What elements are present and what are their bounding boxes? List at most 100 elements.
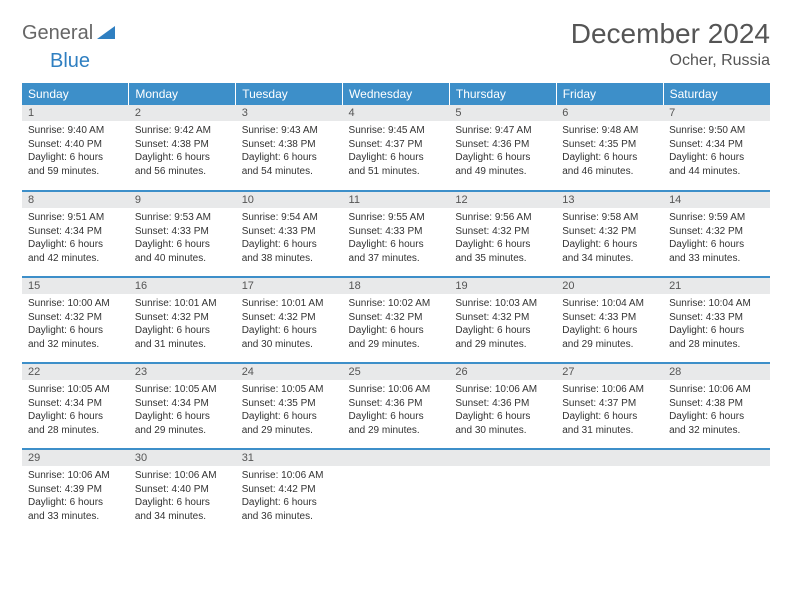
daylight-text-2: and 51 minutes.	[349, 165, 444, 179]
sunset-text: Sunset: 4:33 PM	[349, 225, 444, 239]
daylight-text-2: and 46 minutes.	[562, 165, 657, 179]
weekday-header-row: Sunday Monday Tuesday Wednesday Thursday…	[22, 83, 770, 105]
daylight-text-1: Daylight: 6 hours	[135, 238, 230, 252]
calendar-cell: 5Sunrise: 9:47 AMSunset: 4:36 PMDaylight…	[449, 105, 556, 191]
sunset-text: Sunset: 4:32 PM	[455, 311, 550, 325]
calendar-cell: 19Sunrise: 10:03 AMSunset: 4:32 PMDaylig…	[449, 277, 556, 363]
calendar-cell: 21Sunrise: 10:04 AMSunset: 4:33 PMDaylig…	[663, 277, 770, 363]
daylight-text-2: and 32 minutes.	[28, 338, 123, 352]
daylight-text-1: Daylight: 6 hours	[242, 496, 337, 510]
day-number: 10	[236, 192, 343, 208]
daylight-text-1: Daylight: 6 hours	[562, 410, 657, 424]
daylight-text-1: Daylight: 6 hours	[562, 151, 657, 165]
daylight-text-2: and 36 minutes.	[242, 510, 337, 524]
sunrise-text: Sunrise: 10:03 AM	[455, 297, 550, 311]
sunrise-text: Sunrise: 9:45 AM	[349, 124, 444, 138]
day-content: Sunrise: 9:59 AMSunset: 4:32 PMDaylight:…	[663, 208, 770, 269]
sunset-text: Sunset: 4:37 PM	[349, 138, 444, 152]
day-content: Sunrise: 10:01 AMSunset: 4:32 PMDaylight…	[129, 294, 236, 355]
daylight-text-2: and 56 minutes.	[135, 165, 230, 179]
logo-text-blue: Blue	[50, 50, 90, 72]
sunset-text: Sunset: 4:33 PM	[669, 311, 764, 325]
sunset-text: Sunset: 4:32 PM	[242, 311, 337, 325]
day-number: 9	[129, 192, 236, 208]
sunset-text: Sunset: 4:34 PM	[28, 225, 123, 239]
day-number: 16	[129, 278, 236, 294]
sunrise-text: Sunrise: 9:51 AM	[28, 211, 123, 225]
calendar-cell: 17Sunrise: 10:01 AMSunset: 4:32 PMDaylig…	[236, 277, 343, 363]
day-number: 27	[556, 364, 663, 380]
sunset-text: Sunset: 4:35 PM	[242, 397, 337, 411]
calendar-cell: 15Sunrise: 10:00 AMSunset: 4:32 PMDaylig…	[22, 277, 129, 363]
calendar-cell: 23Sunrise: 10:05 AMSunset: 4:34 PMDaylig…	[129, 363, 236, 449]
calendar-cell	[663, 449, 770, 535]
sunrise-text: Sunrise: 9:43 AM	[242, 124, 337, 138]
daylight-text-2: and 37 minutes.	[349, 252, 444, 266]
daylight-text-2: and 33 minutes.	[28, 510, 123, 524]
day-content: Sunrise: 10:05 AMSunset: 4:34 PMDaylight…	[129, 380, 236, 441]
sunrise-text: Sunrise: 9:53 AM	[135, 211, 230, 225]
weekday-header: Monday	[129, 83, 236, 105]
day-content: Sunrise: 9:42 AMSunset: 4:38 PMDaylight:…	[129, 121, 236, 182]
day-content: Sunrise: 9:43 AMSunset: 4:38 PMDaylight:…	[236, 121, 343, 182]
calendar-cell: 16Sunrise: 10:01 AMSunset: 4:32 PMDaylig…	[129, 277, 236, 363]
daylight-text-2: and 30 minutes.	[455, 424, 550, 438]
calendar-cell: 8Sunrise: 9:51 AMSunset: 4:34 PMDaylight…	[22, 191, 129, 277]
day-content: Sunrise: 10:06 AMSunset: 4:36 PMDaylight…	[343, 380, 450, 441]
calendar-cell: 3Sunrise: 9:43 AMSunset: 4:38 PMDaylight…	[236, 105, 343, 191]
day-content: Sunrise: 10:02 AMSunset: 4:32 PMDaylight…	[343, 294, 450, 355]
day-content: Sunrise: 9:56 AMSunset: 4:32 PMDaylight:…	[449, 208, 556, 269]
day-number: 15	[22, 278, 129, 294]
day-number: 1	[22, 105, 129, 121]
daylight-text-1: Daylight: 6 hours	[135, 496, 230, 510]
calendar-cell: 25Sunrise: 10:06 AMSunset: 4:36 PMDaylig…	[343, 363, 450, 449]
sunset-text: Sunset: 4:37 PM	[562, 397, 657, 411]
day-content: Sunrise: 10:06 AMSunset: 4:36 PMDaylight…	[449, 380, 556, 441]
location-label: Ocher, Russia	[571, 52, 770, 70]
calendar-row: 1Sunrise: 9:40 AMSunset: 4:40 PMDaylight…	[22, 105, 770, 191]
day-number: 3	[236, 105, 343, 121]
sunset-text: Sunset: 4:39 PM	[28, 483, 123, 497]
daylight-text-1: Daylight: 6 hours	[349, 324, 444, 338]
sunrise-text: Sunrise: 9:56 AM	[455, 211, 550, 225]
day-content	[449, 466, 556, 473]
day-number: 21	[663, 278, 770, 294]
daylight-text-2: and 28 minutes.	[669, 338, 764, 352]
sunset-text: Sunset: 4:38 PM	[135, 138, 230, 152]
sunrise-text: Sunrise: 10:00 AM	[28, 297, 123, 311]
calendar-cell: 12Sunrise: 9:56 AMSunset: 4:32 PMDayligh…	[449, 191, 556, 277]
daylight-text-1: Daylight: 6 hours	[455, 151, 550, 165]
calendar-row: 15Sunrise: 10:00 AMSunset: 4:32 PMDaylig…	[22, 277, 770, 363]
page-title: December 2024	[571, 18, 770, 50]
calendar-cell: 31Sunrise: 10:06 AMSunset: 4:42 PMDaylig…	[236, 449, 343, 535]
day-number: 28	[663, 364, 770, 380]
day-number: 12	[449, 192, 556, 208]
day-content: Sunrise: 10:04 AMSunset: 4:33 PMDaylight…	[663, 294, 770, 355]
daylight-text-1: Daylight: 6 hours	[455, 238, 550, 252]
daylight-text-2: and 59 minutes.	[28, 165, 123, 179]
day-content: Sunrise: 9:53 AMSunset: 4:33 PMDaylight:…	[129, 208, 236, 269]
daylight-text-2: and 29 minutes.	[349, 338, 444, 352]
day-number: 14	[663, 192, 770, 208]
calendar-cell: 26Sunrise: 10:06 AMSunset: 4:36 PMDaylig…	[449, 363, 556, 449]
sunrise-text: Sunrise: 10:05 AM	[28, 383, 123, 397]
day-number: 20	[556, 278, 663, 294]
daylight-text-2: and 34 minutes.	[135, 510, 230, 524]
calendar-cell: 10Sunrise: 9:54 AMSunset: 4:33 PMDayligh…	[236, 191, 343, 277]
day-number: 17	[236, 278, 343, 294]
day-number: 24	[236, 364, 343, 380]
sunset-text: Sunset: 4:32 PM	[349, 311, 444, 325]
daylight-text-2: and 40 minutes.	[135, 252, 230, 266]
daylight-text-1: Daylight: 6 hours	[28, 151, 123, 165]
daylight-text-1: Daylight: 6 hours	[455, 410, 550, 424]
day-content: Sunrise: 9:45 AMSunset: 4:37 PMDaylight:…	[343, 121, 450, 182]
day-number: 30	[129, 450, 236, 466]
sunrise-text: Sunrise: 10:02 AM	[349, 297, 444, 311]
sunrise-text: Sunrise: 10:06 AM	[28, 469, 123, 483]
calendar-cell: 14Sunrise: 9:59 AMSunset: 4:32 PMDayligh…	[663, 191, 770, 277]
calendar-cell: 29Sunrise: 10:06 AMSunset: 4:39 PMDaylig…	[22, 449, 129, 535]
weekday-header: Thursday	[449, 83, 556, 105]
day-content	[663, 466, 770, 473]
day-content: Sunrise: 9:48 AMSunset: 4:35 PMDaylight:…	[556, 121, 663, 182]
daylight-text-1: Daylight: 6 hours	[349, 410, 444, 424]
